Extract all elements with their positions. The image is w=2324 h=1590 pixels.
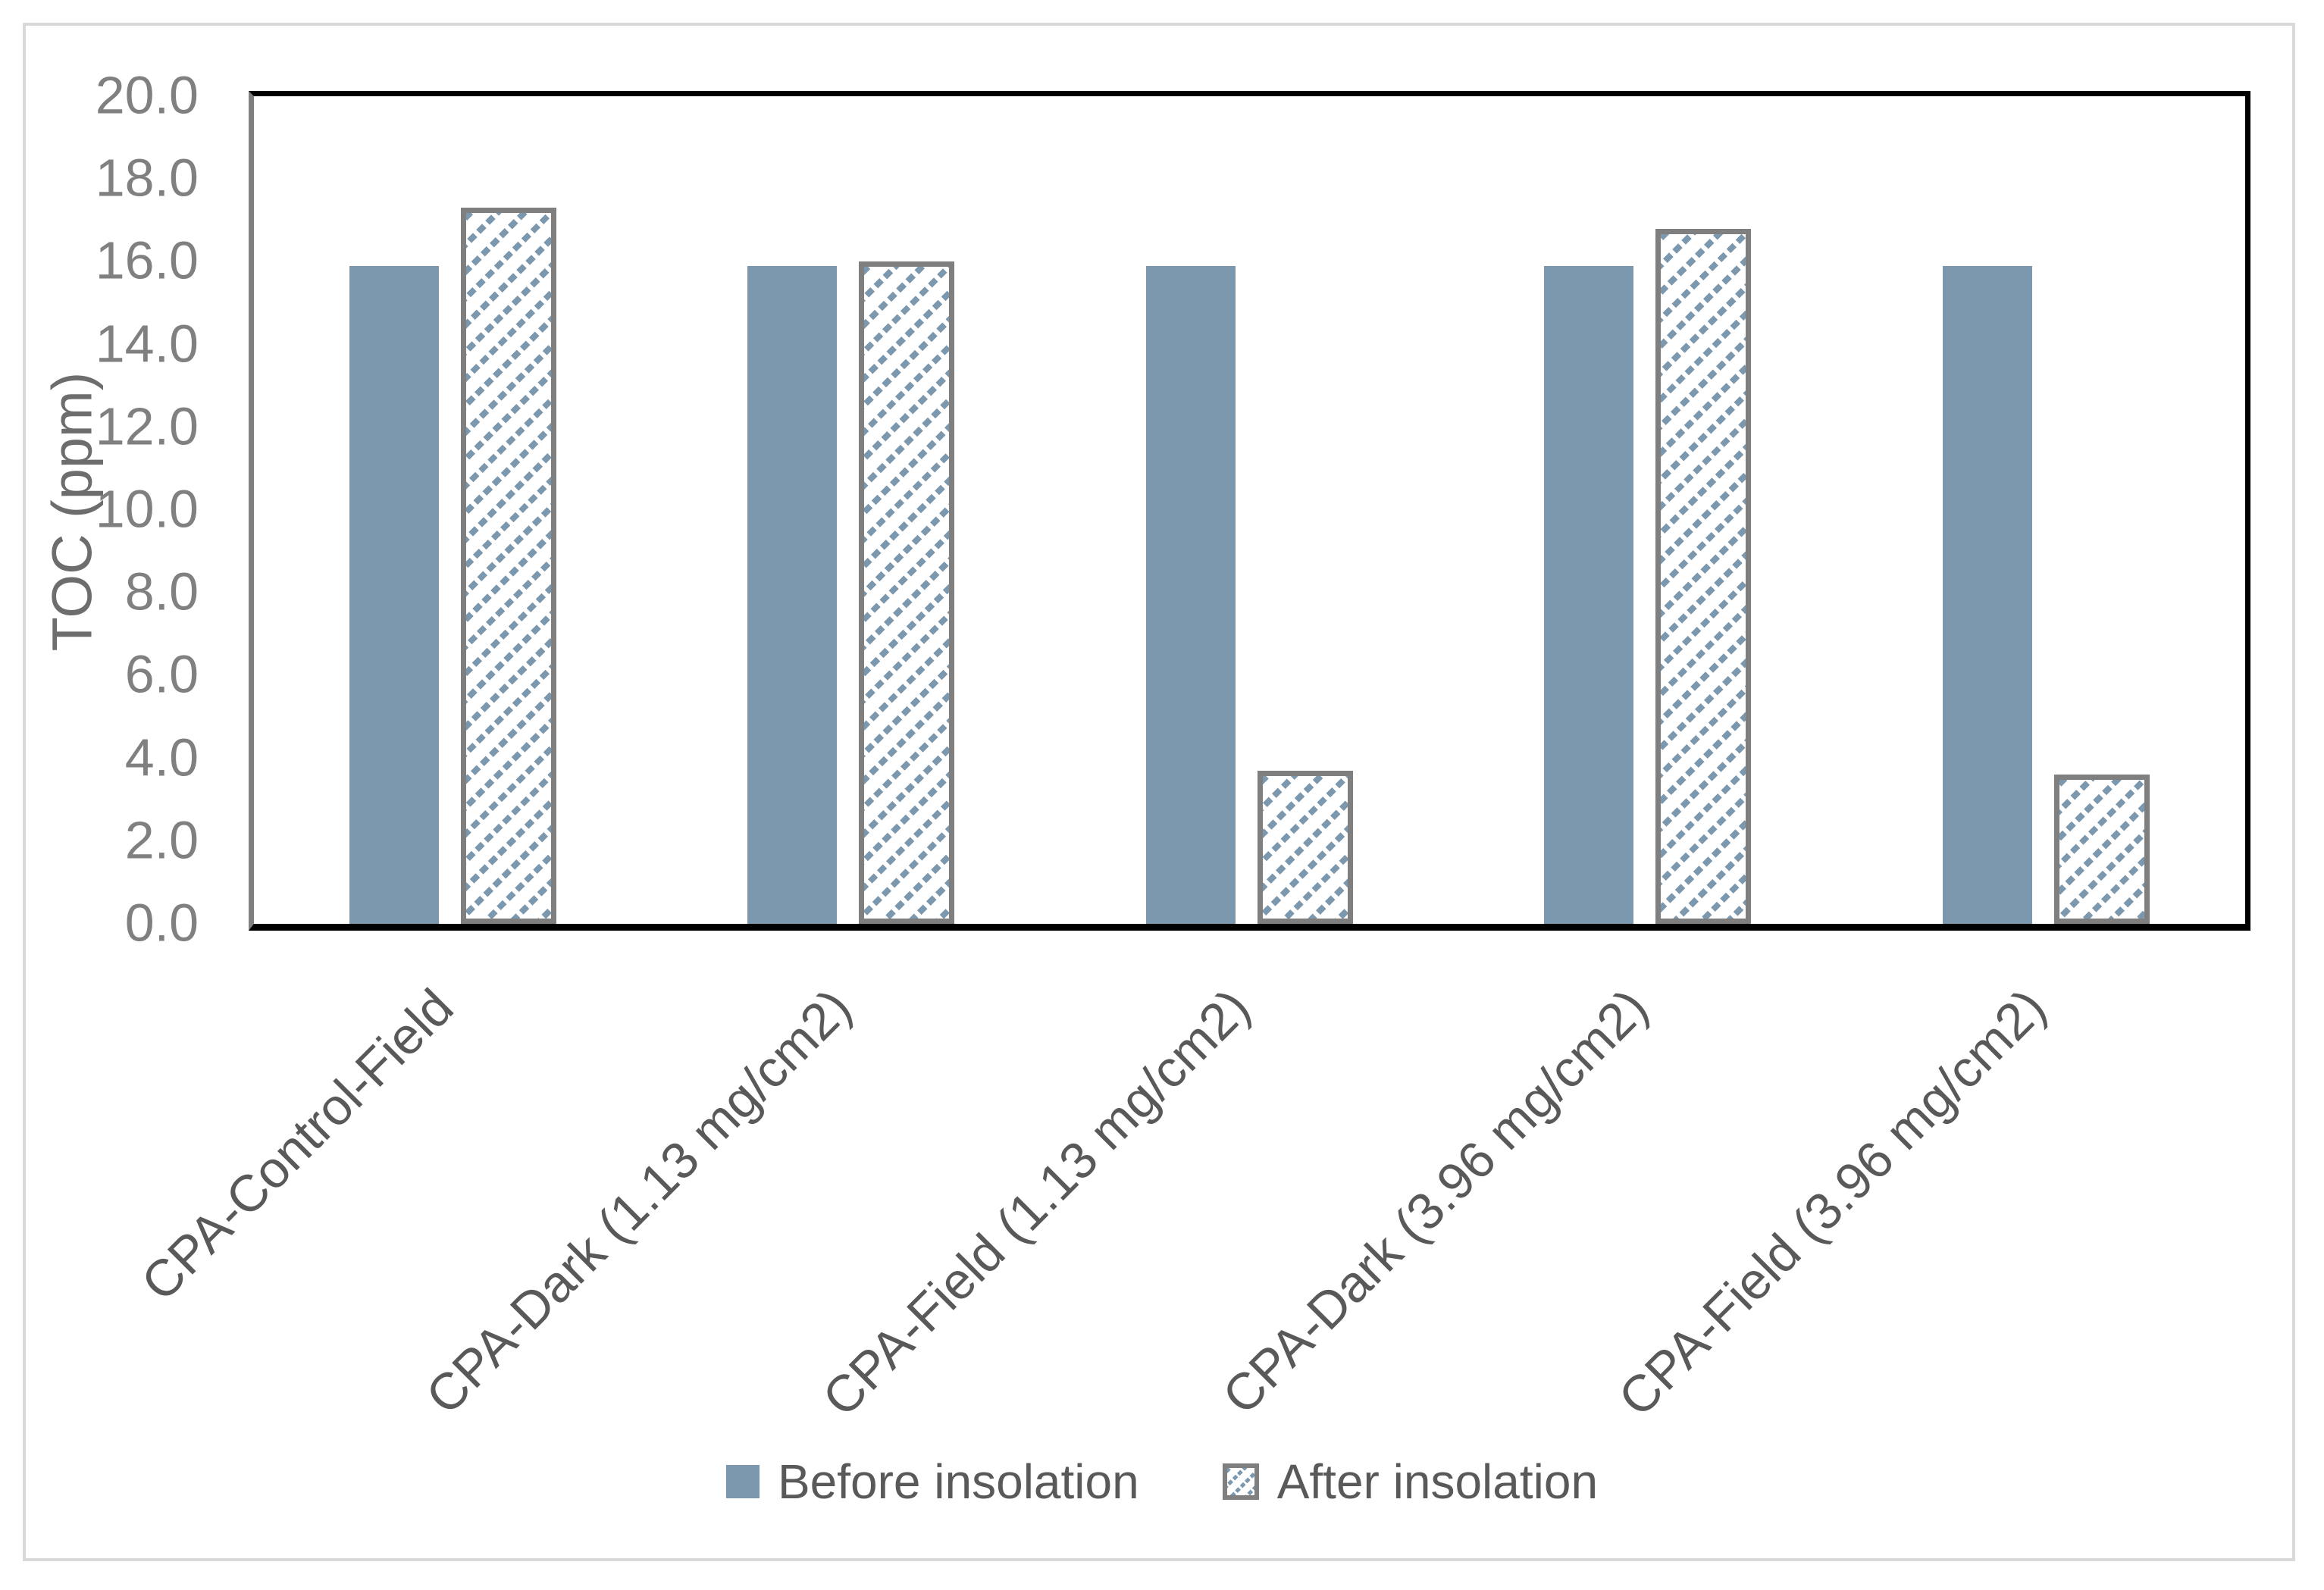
bar-before-insolation bbox=[1942, 266, 2032, 924]
y-tick-label: 2.0 bbox=[124, 810, 199, 870]
bar-before-insolation bbox=[349, 266, 439, 924]
bar-before-insolation bbox=[1145, 266, 1236, 924]
y-tick-label: 16.0 bbox=[95, 230, 199, 290]
legend-item-after-insolation: After insolation bbox=[1222, 1454, 1599, 1510]
bar-after-insolation bbox=[1257, 771, 1353, 924]
y-tick-label: 10.0 bbox=[95, 479, 199, 539]
plot-area-inner bbox=[254, 96, 2245, 924]
y-tick-label: 6.0 bbox=[124, 644, 199, 704]
legend-label-after-insolation: After insolation bbox=[1276, 1454, 1599, 1509]
bar-before-insolation bbox=[747, 266, 838, 924]
y-tick-label: 4.0 bbox=[124, 727, 199, 787]
y-tick-label: 14.0 bbox=[95, 313, 199, 373]
y-tick-label: 8.0 bbox=[124, 562, 199, 621]
y-tick-label: 18.0 bbox=[95, 148, 199, 208]
bar-before-insolation bbox=[1544, 266, 1634, 924]
y-tick-label: 0.0 bbox=[124, 893, 199, 953]
y-tick-label: 12.0 bbox=[95, 396, 199, 456]
y-tick-label: 20.0 bbox=[95, 65, 199, 125]
legend-swatch-after-insolation bbox=[1222, 1463, 1259, 1500]
bar-after-insolation bbox=[461, 208, 556, 924]
bar-after-insolation bbox=[859, 261, 955, 924]
bar-after-insolation bbox=[1655, 229, 1752, 924]
y-axis-title: TOC (ppm) bbox=[40, 371, 104, 652]
legend: Before insolation After insolation bbox=[0, 1454, 2324, 1510]
legend-item-before-insolation: Before insolation bbox=[725, 1454, 1139, 1510]
legend-swatch-before-insolation bbox=[725, 1465, 760, 1498]
legend-label-before-insolation: Before insolation bbox=[777, 1454, 1139, 1509]
plot-area bbox=[249, 91, 2250, 931]
bar-after-insolation bbox=[2053, 775, 2150, 924]
